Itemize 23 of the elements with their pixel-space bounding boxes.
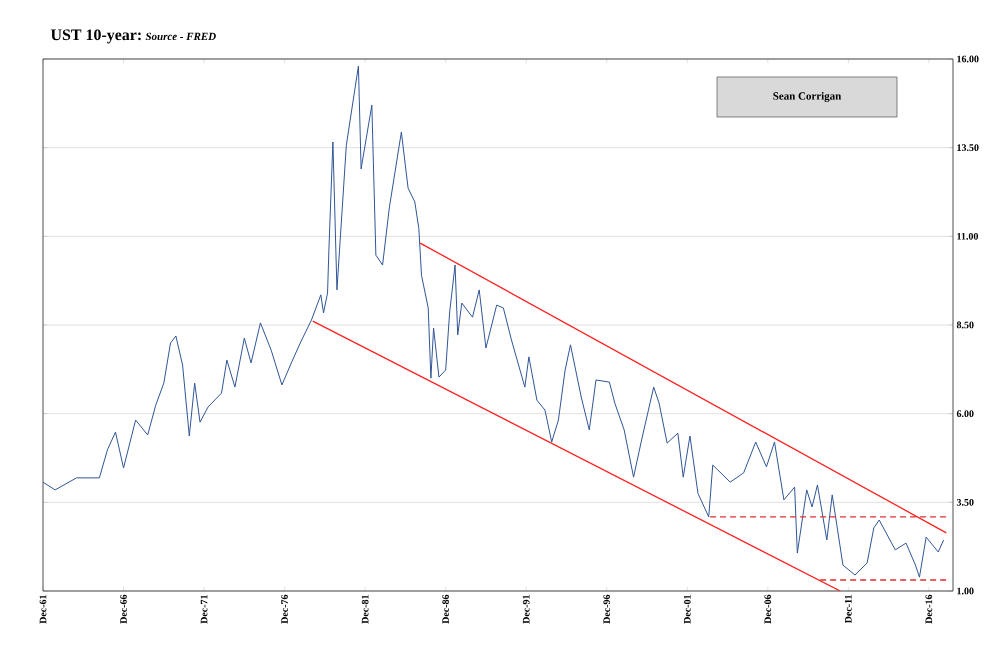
y-tick-label: 13.50 xyxy=(957,144,979,152)
x-tick-label: Dec-96 xyxy=(603,594,611,624)
source-note: Source - FRED xyxy=(145,32,216,41)
annotation: Sean Corrigan xyxy=(773,91,842,103)
x-tick-label: Dec-76 xyxy=(281,594,288,624)
x-tick-label: Dec-91 xyxy=(522,595,530,624)
x-tick-label: Dec-11 xyxy=(844,595,852,624)
x-tick-label: Dec-81 xyxy=(361,595,369,624)
y-tick-label: 16.00 xyxy=(957,55,979,63)
x-tick-label: Dec-71 xyxy=(200,595,208,624)
y-tick-label: 11.00 xyxy=(957,232,979,240)
x-tick-label: Dec-06 xyxy=(764,594,772,624)
line-series xyxy=(43,65,945,578)
chart-title: UST 10-year: xyxy=(50,29,141,44)
x-tick-label: Dec-16 xyxy=(925,594,933,624)
x-tick-label: Dec-61 xyxy=(39,595,47,624)
y-tick-label: 6.00 xyxy=(956,410,974,418)
y-tick-label: 3.50 xyxy=(956,498,974,506)
x-tick-label: Dec-86 xyxy=(442,594,450,624)
x-tick-label: Dec-01 xyxy=(683,595,691,624)
y-tick-label: 1.00 xyxy=(957,587,974,595)
x-tick-label: Dec-66 xyxy=(120,594,127,624)
y-tick-label: 8.50 xyxy=(956,321,974,329)
